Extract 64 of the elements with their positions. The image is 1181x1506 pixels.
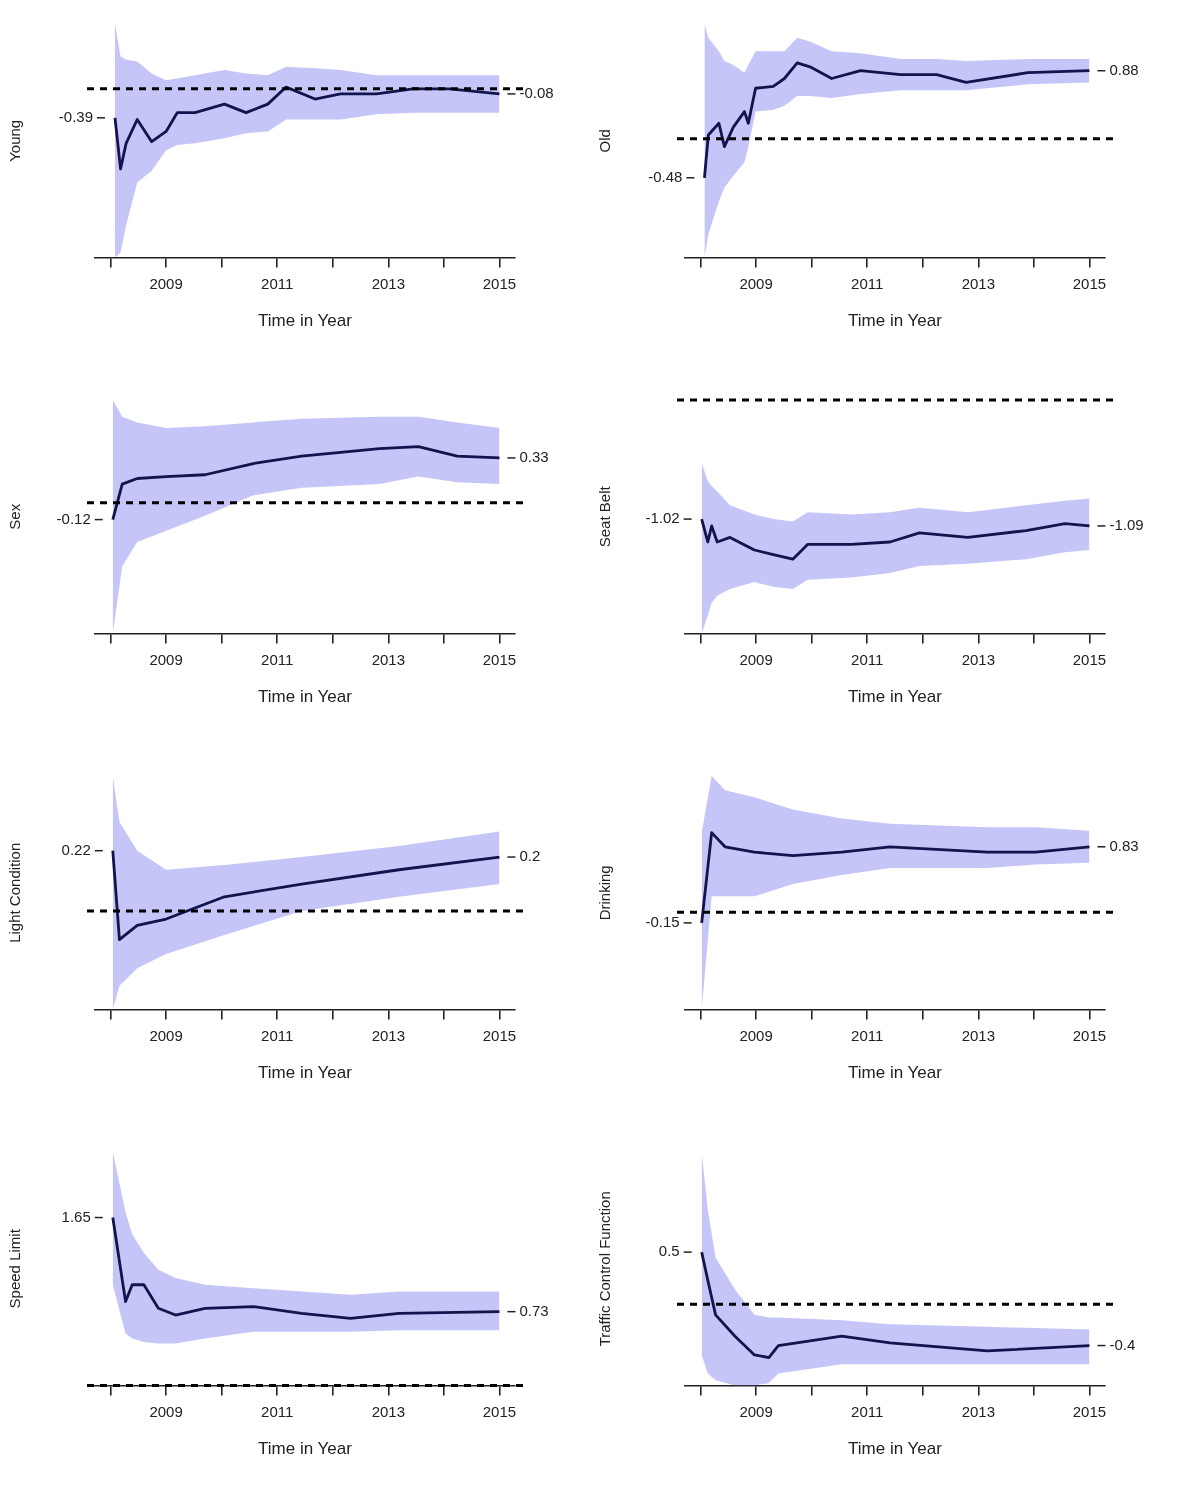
- y-axis-title: Drinking: [596, 865, 614, 921]
- y-axis-title: Seat Belt: [596, 485, 614, 548]
- annotation: 0.88: [1109, 60, 1139, 78]
- y-axis-title: Traffic Control Function: [596, 1191, 614, 1347]
- y-axis-title: Old: [596, 129, 614, 153]
- y-axis-title: Speed Limit: [6, 1228, 24, 1309]
- y-axis-title: Young: [6, 119, 24, 162]
- x-tick-label: 2011: [261, 650, 294, 668]
- x-tick-label: 2013: [961, 1026, 996, 1044]
- annotation: -0.39: [58, 107, 93, 125]
- annotation: 0.2: [519, 847, 541, 865]
- x-tick-label: 2013: [961, 1402, 996, 1420]
- x-axis-title: Time in Year: [258, 1063, 353, 1083]
- x-tick-label: 2009: [739, 274, 773, 292]
- x-tick-label: 2015: [482, 650, 517, 668]
- annotation: 0.73: [519, 1301, 549, 1319]
- annotation: -0.15: [645, 913, 680, 931]
- x-axis-title: Time in Year: [848, 311, 943, 331]
- y-axis-title: Light Condition: [6, 842, 24, 943]
- x-axis-title: Time in Year: [258, 1439, 353, 1459]
- x-tick-label: 2011: [851, 650, 884, 668]
- annotation: 1.65: [61, 1207, 91, 1225]
- x-tick-label: 2015: [1072, 650, 1107, 668]
- annotation: 0.22: [61, 840, 91, 858]
- x-tick-label: 2009: [149, 1026, 183, 1044]
- x-tick-label: 2013: [961, 274, 996, 292]
- x-tick-label: 2013: [371, 274, 406, 292]
- x-tick-label: 2011: [261, 274, 294, 292]
- y-axis-title: Sex: [6, 503, 24, 530]
- annotation: -1.09: [1109, 516, 1144, 534]
- x-tick-label: 2013: [371, 650, 406, 668]
- x-axis-title: Time in Year: [258, 687, 353, 707]
- x-tick-label: 2011: [851, 274, 884, 292]
- annotation: -1.02: [645, 509, 680, 527]
- x-axis-title: Time in Year: [848, 1063, 943, 1083]
- x-tick-label: 2015: [482, 1026, 517, 1044]
- x-tick-label: 2009: [739, 1402, 773, 1420]
- annotation: -0.08: [519, 84, 554, 102]
- x-tick-label: 2013: [371, 1402, 406, 1420]
- annotation: 0.83: [1109, 836, 1139, 854]
- x-tick-label: 2013: [371, 1026, 406, 1044]
- x-tick-label: 2015: [482, 1402, 517, 1420]
- annotation: -0.48: [648, 167, 683, 185]
- x-axis-title: Time in Year: [848, 1439, 943, 1459]
- x-tick-label: 2011: [261, 1402, 294, 1420]
- x-tick-label: 2011: [261, 1026, 294, 1044]
- x-tick-label: 2015: [482, 274, 517, 292]
- x-tick-label: 2009: [739, 650, 773, 668]
- x-tick-label: 2013: [961, 650, 996, 668]
- x-tick-label: 2015: [1072, 1402, 1107, 1420]
- x-tick-label: 2009: [149, 650, 183, 668]
- x-axis-title: Time in Year: [848, 687, 943, 707]
- annotation: -0.4: [1109, 1335, 1136, 1353]
- annotation: -0.12: [56, 509, 91, 527]
- x-tick-label: 2015: [1072, 1026, 1107, 1044]
- x-tick-label: 2009: [149, 274, 183, 292]
- x-tick-label: 2011: [851, 1026, 884, 1044]
- annotation: 0.33: [519, 448, 549, 466]
- annotation: 0.5: [658, 1242, 680, 1260]
- x-axis-title: Time in Year: [258, 311, 353, 331]
- x-tick-label: 2009: [149, 1402, 183, 1420]
- x-tick-label: 2015: [1072, 274, 1107, 292]
- x-tick-label: 2009: [739, 1026, 773, 1044]
- x-tick-label: 2011: [851, 1402, 884, 1420]
